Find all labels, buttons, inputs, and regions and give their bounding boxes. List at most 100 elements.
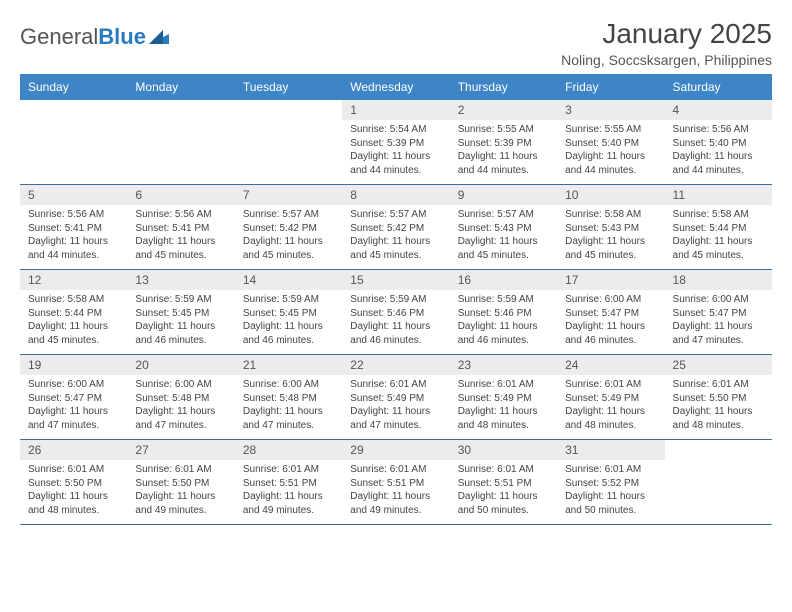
sunset-text: Sunset: 5:50 PM xyxy=(135,477,226,491)
day-number: 5 xyxy=(20,185,127,205)
day-cell: 25Sunrise: 6:01 AMSunset: 5:50 PMDayligh… xyxy=(665,355,772,439)
sunset-text: Sunset: 5:42 PM xyxy=(243,222,334,236)
brand-name-2: Blue xyxy=(98,24,146,50)
day-cell: 2Sunrise: 5:55 AMSunset: 5:39 PMDaylight… xyxy=(450,100,557,184)
sunrise-text: Sunrise: 6:01 AM xyxy=(28,463,119,477)
day-number: 10 xyxy=(557,185,664,205)
daylight-text: Daylight: 11 hours and 49 minutes. xyxy=(243,490,334,517)
day-number: 8 xyxy=(342,185,449,205)
daylight-text: Daylight: 11 hours and 50 minutes. xyxy=(458,490,549,517)
sunset-text: Sunset: 5:41 PM xyxy=(135,222,226,236)
day-cell: 16Sunrise: 5:59 AMSunset: 5:46 PMDayligh… xyxy=(450,270,557,354)
day-details: Sunrise: 5:54 AMSunset: 5:39 PMDaylight:… xyxy=(342,120,449,183)
sunrise-text: Sunrise: 6:00 AM xyxy=(135,378,226,392)
daylight-text: Daylight: 11 hours and 45 minutes. xyxy=(673,235,764,262)
logo-icon xyxy=(149,24,169,50)
sunset-text: Sunset: 5:41 PM xyxy=(28,222,119,236)
sunrise-text: Sunrise: 6:01 AM xyxy=(243,463,334,477)
daylight-text: Daylight: 11 hours and 47 minutes. xyxy=(28,405,119,432)
daylight-text: Daylight: 11 hours and 48 minutes. xyxy=(565,405,656,432)
daylight-text: Daylight: 11 hours and 47 minutes. xyxy=(243,405,334,432)
day-details: Sunrise: 6:01 AMSunset: 5:49 PMDaylight:… xyxy=(342,375,449,438)
daylight-text: Daylight: 11 hours and 45 minutes. xyxy=(28,320,119,347)
daylight-text: Daylight: 11 hours and 47 minutes. xyxy=(350,405,441,432)
sunrise-text: Sunrise: 5:59 AM xyxy=(350,293,441,307)
daylight-text: Daylight: 11 hours and 46 minutes. xyxy=(243,320,334,347)
sunset-text: Sunset: 5:42 PM xyxy=(350,222,441,236)
day-cell: 11Sunrise: 5:58 AMSunset: 5:44 PMDayligh… xyxy=(665,185,772,269)
day-number: 14 xyxy=(235,270,342,290)
sunset-text: Sunset: 5:49 PM xyxy=(565,392,656,406)
sunrise-text: Sunrise: 6:01 AM xyxy=(673,378,764,392)
header: GeneralBlue January 2025 Noling, Soccsks… xyxy=(20,18,772,68)
day-cell: 9Sunrise: 5:57 AMSunset: 5:43 PMDaylight… xyxy=(450,185,557,269)
day-number: 3 xyxy=(557,100,664,120)
day-cell: 20Sunrise: 6:00 AMSunset: 5:48 PMDayligh… xyxy=(127,355,234,439)
day-cell: 28Sunrise: 6:01 AMSunset: 5:51 PMDayligh… xyxy=(235,440,342,524)
daylight-text: Daylight: 11 hours and 45 minutes. xyxy=(458,235,549,262)
sunset-text: Sunset: 5:46 PM xyxy=(350,307,441,321)
sunrise-text: Sunrise: 6:01 AM xyxy=(458,463,549,477)
daylight-text: Daylight: 11 hours and 45 minutes. xyxy=(565,235,656,262)
day-cell: 14 Sunrise: 5:59 AMSunset: 5:45 PMDayligh… xyxy=(235,270,342,354)
day-details: Sunrise: 5:57 AMSunset: 5:42 PMDaylight:… xyxy=(235,205,342,268)
day-cell: 1Sunrise: 5:54 AMSunset: 5:39 PMDaylight… xyxy=(342,100,449,184)
day-details: Sunrise: 6:01 AMSunset: 5:50 PMDaylight:… xyxy=(20,460,127,523)
calendar: SundayMondayTuesdayWednesdayThursdayFrid… xyxy=(20,74,772,525)
sunset-text: Sunset: 5:52 PM xyxy=(565,477,656,491)
day-cell xyxy=(665,440,772,524)
daylight-text: Daylight: 11 hours and 48 minutes. xyxy=(673,405,764,432)
day-cell: 13Sunrise: 5:59 AMSunset: 5:45 PMDayligh… xyxy=(127,270,234,354)
sunset-text: Sunset: 5:44 PM xyxy=(28,307,119,321)
day-cell: 4Sunrise: 5:56 AMSunset: 5:40 PMDaylight… xyxy=(665,100,772,184)
weekday-header: Friday xyxy=(557,74,664,100)
day-details: Sunrise: 6:01 AMSunset: 5:52 PMDaylight:… xyxy=(557,460,664,523)
sunrise-text: Sunrise: 5:58 AM xyxy=(673,208,764,222)
daylight-text: Daylight: 11 hours and 44 minutes. xyxy=(565,150,656,177)
day-details: Sunrise: 6:01 AMSunset: 5:51 PMDaylight:… xyxy=(235,460,342,523)
day-details: Sunrise: 6:00 AMSunset: 5:47 PMDaylight:… xyxy=(20,375,127,438)
day-number: 11 xyxy=(665,185,772,205)
day-number: 6 xyxy=(127,185,234,205)
day-cell xyxy=(20,100,127,184)
day-details: Sunrise: 5:56 AMSunset: 5:40 PMDaylight:… xyxy=(665,120,772,183)
weeks-container: 1Sunrise: 5:54 AMSunset: 5:39 PMDaylight… xyxy=(20,100,772,525)
week-row: 26Sunrise: 6:01 AMSunset: 5:50 PMDayligh… xyxy=(20,440,772,525)
day-number: 28 xyxy=(235,440,342,460)
sunset-text: Sunset: 5:47 PM xyxy=(673,307,764,321)
day-number: 25 xyxy=(665,355,772,375)
sunset-text: Sunset: 5:45 PM xyxy=(135,307,226,321)
sunset-text: Sunset: 5:49 PM xyxy=(458,392,549,406)
sunrise-text: Sunrise: 5:59 AM xyxy=(243,293,334,307)
day-cell: 21Sunrise: 6:00 AMSunset: 5:48 PMDayligh… xyxy=(235,355,342,439)
month-title: January 2025 xyxy=(561,18,772,50)
day-details: Sunrise: 6:01 AMSunset: 5:49 PMDaylight:… xyxy=(557,375,664,438)
sunset-text: Sunset: 5:40 PM xyxy=(565,137,656,151)
sunrise-text: Sunrise: 5:56 AM xyxy=(28,208,119,222)
day-number: 12 xyxy=(20,270,127,290)
daylight-text: Daylight: 11 hours and 47 minutes. xyxy=(135,405,226,432)
day-cell: 8Sunrise: 5:57 AMSunset: 5:42 PMDaylight… xyxy=(342,185,449,269)
daylight-text: Daylight: 11 hours and 46 minutes. xyxy=(458,320,549,347)
day-number: 18 xyxy=(665,270,772,290)
daylight-text: Daylight: 11 hours and 44 minutes. xyxy=(28,235,119,262)
sunrise-text: Sunrise: 6:01 AM xyxy=(458,378,549,392)
sunset-text: Sunset: 5:40 PM xyxy=(673,137,764,151)
sunset-text: Sunset: 5:47 PM xyxy=(28,392,119,406)
sunrise-text: Sunrise: 6:00 AM xyxy=(28,378,119,392)
sunset-text: Sunset: 5:45 PM xyxy=(243,307,334,321)
day-cell: 6Sunrise: 5:56 AMSunset: 5:41 PMDaylight… xyxy=(127,185,234,269)
day-details: Sunrise: 5:57 AMSunset: 5:42 PMDaylight:… xyxy=(342,205,449,268)
day-number: 15 xyxy=(342,270,449,290)
day-number: 16 xyxy=(450,270,557,290)
day-number: 13 xyxy=(127,270,234,290)
day-details: Sunrise: 5:56 AMSunset: 5:41 PMDaylight:… xyxy=(127,205,234,268)
sunrise-text: Sunrise: 6:00 AM xyxy=(243,378,334,392)
daylight-text: Daylight: 11 hours and 45 minutes. xyxy=(135,235,226,262)
sunset-text: Sunset: 5:43 PM xyxy=(458,222,549,236)
day-details: Sunrise: 5:55 AMSunset: 5:40 PMDaylight:… xyxy=(557,120,664,183)
day-cell xyxy=(235,100,342,184)
sunrise-text: Sunrise: 5:59 AM xyxy=(135,293,226,307)
sunrise-text: Sunrise: 6:01 AM xyxy=(565,378,656,392)
daylight-text: Daylight: 11 hours and 45 minutes. xyxy=(350,235,441,262)
